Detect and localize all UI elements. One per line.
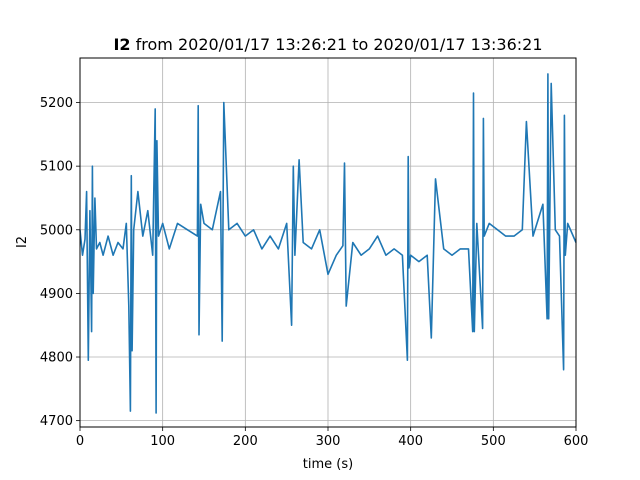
y-tick-label: 4900 — [40, 287, 73, 302]
x-tick-label: 500 — [481, 434, 506, 449]
y-tick-label: 4800 — [40, 351, 73, 366]
x-axis-label: time (s) — [303, 457, 353, 472]
chart-title-variable: I2 — [113, 35, 130, 54]
y-tick-label: 4700 — [40, 414, 73, 429]
x-tick-label: 300 — [316, 434, 341, 449]
x-tick-label: 200 — [233, 434, 258, 449]
chart-title: I2 from 2020/01/17 13:26:21 to 2020/01/1… — [113, 35, 542, 54]
y-tick-label: 5100 — [40, 160, 73, 175]
series-layer — [79, 73, 577, 414]
grid — [79, 58, 577, 427]
ticks: 0 100 200 300 400 500 600 4700 4800 4900 5000 5100 5… — [40, 96, 589, 449]
y-tick-label: 5000 — [40, 223, 73, 238]
series-line — [79, 73, 577, 414]
x-tick-label: 0 — [76, 434, 84, 449]
x-tick-label: 600 — [564, 434, 589, 449]
y-axis-label: I2 — [15, 236, 30, 248]
x-tick-label: 400 — [398, 434, 423, 449]
y-tick-label: 5200 — [40, 96, 73, 111]
x-tick-label: 100 — [150, 434, 175, 449]
chart-title-range: from 2020/01/17 13:26:21 to 2020/01/17 1… — [131, 35, 543, 54]
